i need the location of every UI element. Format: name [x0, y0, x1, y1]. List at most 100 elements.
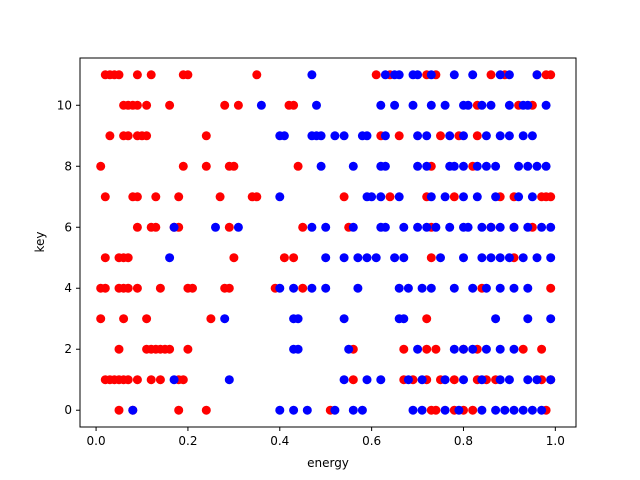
scatter-point — [339, 375, 349, 385]
scatter-point — [367, 192, 377, 202]
scatter-point — [417, 405, 427, 415]
scatter-point — [201, 161, 211, 171]
scatter-point — [293, 314, 303, 324]
scatter-point — [504, 100, 514, 110]
scatter-point — [436, 131, 445, 141]
scatter-point — [495, 375, 505, 385]
scatter-point — [449, 192, 459, 202]
scatter-point — [275, 192, 285, 202]
scatter-point — [376, 375, 386, 385]
scatter-point — [339, 253, 349, 263]
scatter-point — [371, 70, 381, 80]
scatter-point — [394, 70, 404, 80]
scatter-point — [348, 222, 358, 232]
scatter-point — [399, 222, 409, 232]
scatter-point — [224, 375, 234, 385]
scatter-point — [472, 192, 482, 202]
scatter-point — [491, 192, 501, 202]
scatter-point — [413, 131, 423, 141]
scatter-point — [532, 253, 542, 263]
scatter-point — [445, 222, 455, 232]
scatter-point — [142, 131, 152, 141]
scatter-point — [486, 253, 496, 263]
scatter-point — [504, 253, 514, 263]
scatter-point — [128, 405, 138, 415]
scatter-point — [468, 344, 478, 354]
scatter-point — [449, 70, 459, 80]
scatter-point — [459, 344, 468, 354]
scatter-point — [275, 405, 285, 415]
scatter-point — [390, 253, 400, 263]
scatter-point — [422, 314, 432, 324]
scatter-point — [518, 253, 528, 263]
scatter-point — [495, 222, 505, 232]
scatter-point — [233, 222, 243, 232]
scatter-point — [376, 100, 386, 110]
scatter-point — [399, 344, 409, 354]
scatter-point — [339, 131, 349, 141]
scatter-point — [298, 283, 308, 293]
scatter-point — [532, 70, 542, 80]
scatter-point — [123, 253, 133, 263]
scatter-point — [96, 161, 106, 171]
scatter-point — [426, 253, 436, 263]
scatter-point — [174, 405, 184, 415]
plot-frame — [79, 57, 577, 428]
scatter-point — [468, 405, 478, 415]
scatter-point — [220, 100, 230, 110]
scatter-point — [220, 314, 230, 324]
y-tick-label: 10 — [57, 98, 72, 112]
scatter-point — [481, 283, 491, 293]
scatter-point — [431, 405, 441, 415]
scatter-point — [403, 375, 413, 385]
scatter-point — [463, 100, 473, 110]
scatter-point — [100, 192, 110, 202]
scatter-point — [105, 131, 115, 141]
y-tick-label: 2 — [64, 342, 72, 356]
scatter-point — [537, 405, 547, 415]
x-tick-label: 0.8 — [454, 434, 473, 448]
scatter-point — [468, 70, 478, 80]
scatter-point — [449, 344, 459, 354]
scatter-point — [211, 222, 220, 232]
scatter-point — [165, 100, 175, 110]
scatter-point — [183, 344, 193, 354]
scatter-point — [495, 253, 505, 263]
scatter-point — [357, 405, 367, 415]
scatter-point — [132, 192, 142, 202]
scatter-point — [233, 100, 243, 110]
scatter-point — [348, 161, 358, 171]
scatter-point — [495, 283, 505, 293]
scatter-point — [449, 375, 459, 385]
scatter-point — [426, 192, 436, 202]
scatter-point — [449, 283, 459, 293]
scatter-point — [523, 314, 533, 324]
scatter-point — [468, 283, 478, 293]
scatter-point — [509, 222, 519, 232]
scatter-point — [316, 131, 326, 141]
scatter-point — [514, 192, 524, 202]
scatter-point — [100, 253, 110, 263]
scatter-point — [463, 222, 473, 232]
scatter-point — [316, 161, 326, 171]
y-axis-label: key — [33, 231, 47, 252]
scatter-point — [394, 192, 404, 202]
scatter-point — [394, 283, 404, 293]
scatter-point — [96, 314, 106, 324]
scatter-point — [321, 283, 331, 293]
scatter-point — [527, 192, 537, 202]
scatter-point — [472, 161, 482, 171]
x-tick-label: 0.6 — [362, 434, 381, 448]
scatter-point — [546, 192, 556, 202]
scatter-point — [523, 100, 533, 110]
scatter-point — [509, 283, 519, 293]
scatter-point — [426, 100, 436, 110]
scatter-point — [495, 70, 505, 80]
scatter-point — [422, 222, 432, 232]
scatter-point — [454, 405, 464, 415]
scatter-point — [422, 161, 432, 171]
scatter-point — [408, 405, 418, 415]
scatter-point — [500, 405, 510, 415]
scatter-point — [403, 283, 413, 293]
scatter-point — [491, 314, 501, 324]
